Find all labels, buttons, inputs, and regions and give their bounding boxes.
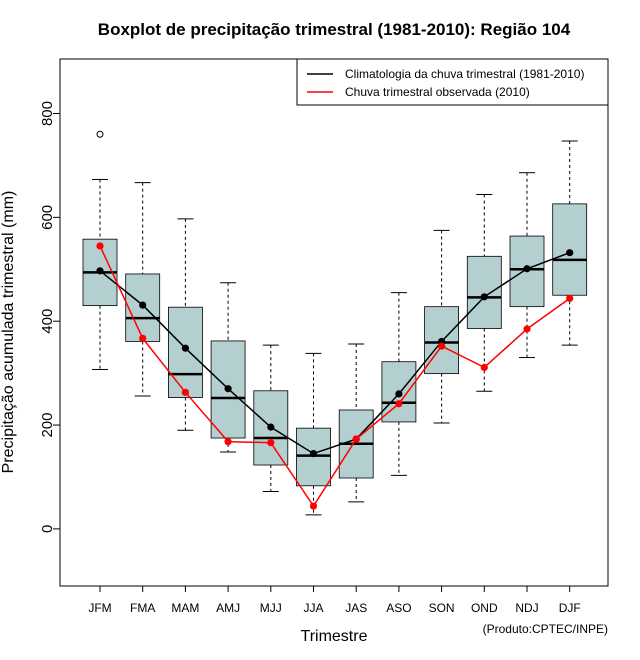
series-point (480, 363, 488, 372)
series-point (139, 301, 147, 309)
series-point (224, 385, 232, 393)
series-point (395, 400, 403, 408)
series-point (566, 294, 574, 302)
series-point (480, 293, 488, 301)
series-line (99, 251, 570, 455)
series-point (96, 267, 104, 275)
box-jas (338, 343, 374, 503)
x-tick-label: JFM (88, 601, 111, 615)
box-son (424, 229, 460, 424)
box-aso (381, 292, 417, 476)
series-observed (96, 242, 574, 510)
box-djf (552, 140, 588, 346)
x-tick-label: DJF (559, 601, 581, 615)
box-body (167, 306, 203, 398)
x-tick-label: MAM (171, 601, 199, 615)
legend-label: Climatologia da chuva trimestral (1981-2… (345, 67, 584, 81)
y-tick-label: 600 (39, 205, 56, 230)
series-point (309, 450, 318, 458)
box-mam (167, 218, 203, 431)
series-point (523, 325, 531, 333)
series-point (139, 334, 147, 342)
series-point (267, 439, 275, 447)
y-tick-label: 200 (39, 413, 56, 438)
box-fma (125, 182, 161, 397)
boxes (82, 130, 588, 516)
series-point (523, 265, 531, 273)
outlier-point (96, 130, 104, 138)
series-point (566, 249, 574, 257)
x-tick-label: ASO (386, 601, 411, 615)
box-body (466, 255, 502, 329)
y-axis-label: Precipitação acumulada trimestral (mm) (0, 191, 17, 474)
x-tick-label: JAS (345, 601, 367, 615)
series-climatology (96, 249, 574, 458)
x-tick-label: SON (429, 601, 455, 615)
x-tick-label: JJA (303, 601, 323, 615)
series-line (99, 245, 571, 508)
box-mjj (253, 344, 289, 493)
y-tick-label: 0 (39, 525, 56, 533)
series-point (181, 344, 189, 352)
chart-title: Boxplot de precipitação trimestral (1981… (98, 20, 571, 39)
series-point (352, 435, 360, 443)
series-point (181, 388, 189, 396)
series-lines (96, 242, 574, 510)
series-point (96, 242, 104, 250)
y-tick-label: 400 (39, 309, 56, 334)
x-tick-label: FMA (130, 601, 155, 615)
y-axis: 0 200 400 600 800 (39, 101, 60, 533)
x-tick-label: NDJ (515, 601, 538, 615)
box-jja (296, 352, 331, 516)
x-axis-label: Trimestre (301, 628, 368, 645)
series-point (267, 423, 275, 431)
x-tick-label: OND (471, 601, 498, 615)
legend-label: Chuva trimestral observada (2010) (345, 85, 530, 99)
box-amj (210, 282, 246, 453)
legend-box (296, 58, 609, 106)
x-tick-label: AMJ (216, 601, 240, 615)
series-point (309, 502, 318, 510)
legend: Climatologia da chuva trimestral (1981-2… (296, 58, 609, 106)
series-point (224, 438, 232, 446)
y-tick-label: 800 (39, 101, 56, 126)
x-tick-label: MJJ (260, 601, 282, 615)
series-point (395, 390, 403, 398)
box-ond (466, 194, 502, 392)
credit-text: (Produto:CPTEC/INPE) (483, 622, 608, 636)
box-jfm (82, 130, 118, 370)
x-axis: JFM FMA MAM AMJ MJJ JJA JAS ASO SON OND NDJ DJF (88, 586, 581, 615)
series-point (438, 342, 446, 350)
